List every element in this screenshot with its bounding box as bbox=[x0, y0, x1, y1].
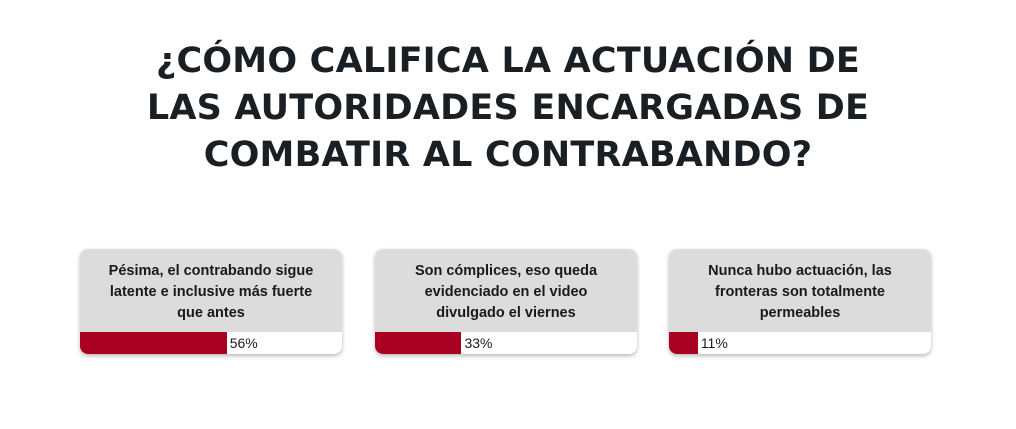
poll-option-text-line: fronteras son totalmente bbox=[715, 284, 885, 300]
poll-option-text-line: Nunca hubo actuación, las bbox=[708, 263, 892, 279]
poll-option-text-line: Son cómplices, eso queda bbox=[414, 263, 598, 279]
poll-percent-label: 11% bbox=[700, 335, 728, 351]
poll-percent-label: 33% bbox=[464, 335, 493, 351]
poll-option-text: Pésima, el contrabando sigue latente e i… bbox=[88, 261, 334, 324]
poll-result-bar: 33% bbox=[375, 332, 637, 354]
poll-option-text-line: divulgado el viernes bbox=[436, 305, 576, 321]
poll-title-line: ¿CÓMO CALIFICA LA ACTUACIÓN DE bbox=[155, 41, 861, 81]
poll-option-text: Son cómplices, eso queda evidenciado en … bbox=[383, 261, 629, 324]
poll-option-text-line: latente e inclusive más fuerte bbox=[109, 284, 313, 300]
poll-result-fill bbox=[669, 332, 698, 354]
poll-result-fill bbox=[375, 332, 462, 354]
poll-option-nunca[interactable]: Nunca hubo actuación, las fronteras son … bbox=[669, 249, 931, 354]
poll-title-line: LAS AUTORIDADES ENCARGADAS DE bbox=[146, 88, 870, 128]
poll-result-fill bbox=[80, 332, 227, 354]
poll-option-complices[interactable]: Son cómplices, eso queda evidenciado en … bbox=[375, 249, 637, 354]
poll-result-bar: 56% bbox=[80, 332, 342, 354]
poll-title: ¿CÓMO CALIFICA LA ACTUACIÓN DE LAS AUTOR… bbox=[0, 38, 1016, 179]
poll-option-text: Nunca hubo actuación, las fronteras son … bbox=[677, 261, 923, 324]
poll-result-bar: 11% bbox=[669, 332, 931, 354]
poll-option-text-line: Pésima, el contrabando sigue bbox=[108, 263, 314, 279]
poll-option-text-line: evidenciado en el video bbox=[424, 284, 588, 300]
poll-option-text-line: permeables bbox=[759, 305, 841, 321]
poll-option-pesima[interactable]: Pésima, el contrabando sigue latente e i… bbox=[80, 249, 342, 354]
poll-options: Pésima, el contrabando sigue latente e i… bbox=[80, 249, 932, 355]
poll-option-text-line: que antes bbox=[177, 305, 245, 321]
poll-percent-label: 56% bbox=[229, 335, 258, 351]
poll-title-line: COMBATIR AL CONTRABANDO? bbox=[203, 135, 813, 175]
